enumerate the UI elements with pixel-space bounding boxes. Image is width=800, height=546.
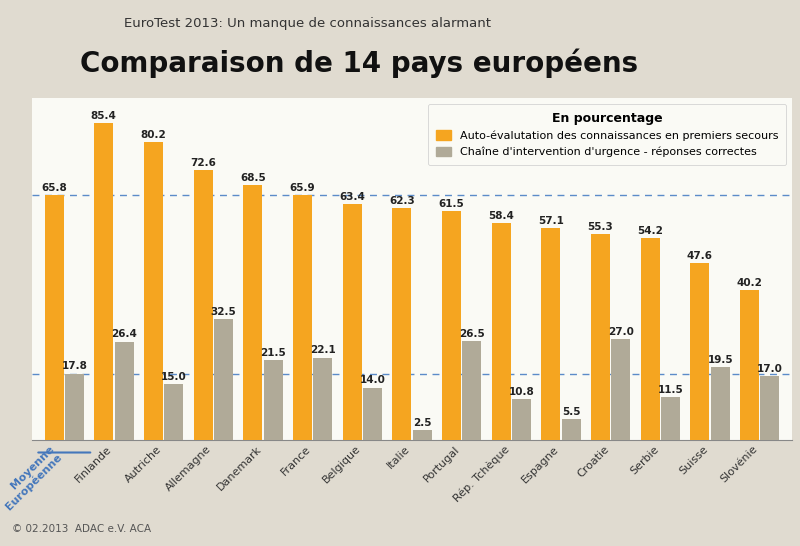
Bar: [65, 373, 84, 440]
Text: 55.3: 55.3: [588, 222, 614, 232]
Text: 22.1: 22.1: [310, 345, 336, 355]
Text: 63.4: 63.4: [339, 192, 365, 202]
Text: 2.5: 2.5: [413, 418, 431, 428]
Bar: [94, 123, 114, 440]
Text: 61.5: 61.5: [438, 199, 464, 209]
Bar: [562, 419, 581, 440]
Bar: [392, 209, 411, 440]
Bar: [710, 367, 730, 440]
Bar: [342, 204, 362, 440]
Bar: [611, 340, 630, 440]
Text: 62.3: 62.3: [389, 196, 414, 206]
Text: 26.4: 26.4: [111, 329, 137, 340]
Text: 26.5: 26.5: [459, 329, 485, 339]
Bar: [45, 195, 63, 440]
Text: 54.2: 54.2: [638, 226, 663, 236]
Text: 65.9: 65.9: [290, 183, 315, 193]
Bar: [492, 223, 510, 440]
Bar: [542, 228, 560, 440]
Bar: [214, 319, 233, 440]
Text: 72.6: 72.6: [190, 158, 216, 168]
Text: 58.4: 58.4: [488, 211, 514, 221]
Bar: [591, 234, 610, 440]
Text: 14.0: 14.0: [359, 376, 386, 385]
Bar: [194, 170, 213, 440]
Text: 47.6: 47.6: [687, 251, 713, 261]
Text: 21.5: 21.5: [260, 348, 286, 358]
Text: 68.5: 68.5: [240, 173, 266, 183]
Bar: [462, 341, 482, 440]
Bar: [761, 377, 779, 440]
Text: 85.4: 85.4: [91, 110, 117, 121]
Text: 15.0: 15.0: [161, 372, 186, 382]
Text: 19.5: 19.5: [707, 355, 733, 365]
Text: 5.5: 5.5: [562, 407, 581, 417]
Text: 32.5: 32.5: [210, 307, 236, 317]
Text: 65.8: 65.8: [42, 183, 67, 193]
Legend: Auto-évalutation des connaissances en premiers secours, Chaîne d'intervention d': Auto-évalutation des connaissances en pr…: [428, 104, 786, 165]
Text: 11.5: 11.5: [658, 384, 683, 395]
Bar: [641, 239, 660, 440]
Bar: [293, 195, 312, 440]
Bar: [314, 358, 332, 440]
Text: 17.0: 17.0: [757, 364, 783, 374]
Text: © 02.2013  ADAC e.V. ACA: © 02.2013 ADAC e.V. ACA: [12, 525, 151, 535]
Text: Comparaison de 14 pays européens: Comparaison de 14 pays européens: [80, 48, 638, 78]
Text: 10.8: 10.8: [509, 387, 534, 397]
Bar: [690, 263, 710, 440]
Bar: [144, 142, 163, 440]
Text: 57.1: 57.1: [538, 216, 564, 225]
Bar: [413, 430, 432, 440]
Bar: [661, 397, 680, 440]
Text: 27.0: 27.0: [608, 327, 634, 337]
Bar: [363, 388, 382, 440]
Text: 80.2: 80.2: [141, 130, 166, 140]
Bar: [442, 211, 461, 440]
Text: 40.2: 40.2: [737, 278, 762, 288]
Bar: [512, 400, 531, 440]
Text: 17.8: 17.8: [62, 361, 87, 371]
Bar: [264, 360, 282, 440]
Bar: [114, 342, 134, 440]
Bar: [164, 384, 183, 440]
Text: EuroTest 2013: Un manque de connaissances alarmant: EuroTest 2013: Un manque de connaissance…: [124, 17, 491, 29]
Bar: [243, 186, 262, 440]
Bar: [740, 290, 759, 440]
